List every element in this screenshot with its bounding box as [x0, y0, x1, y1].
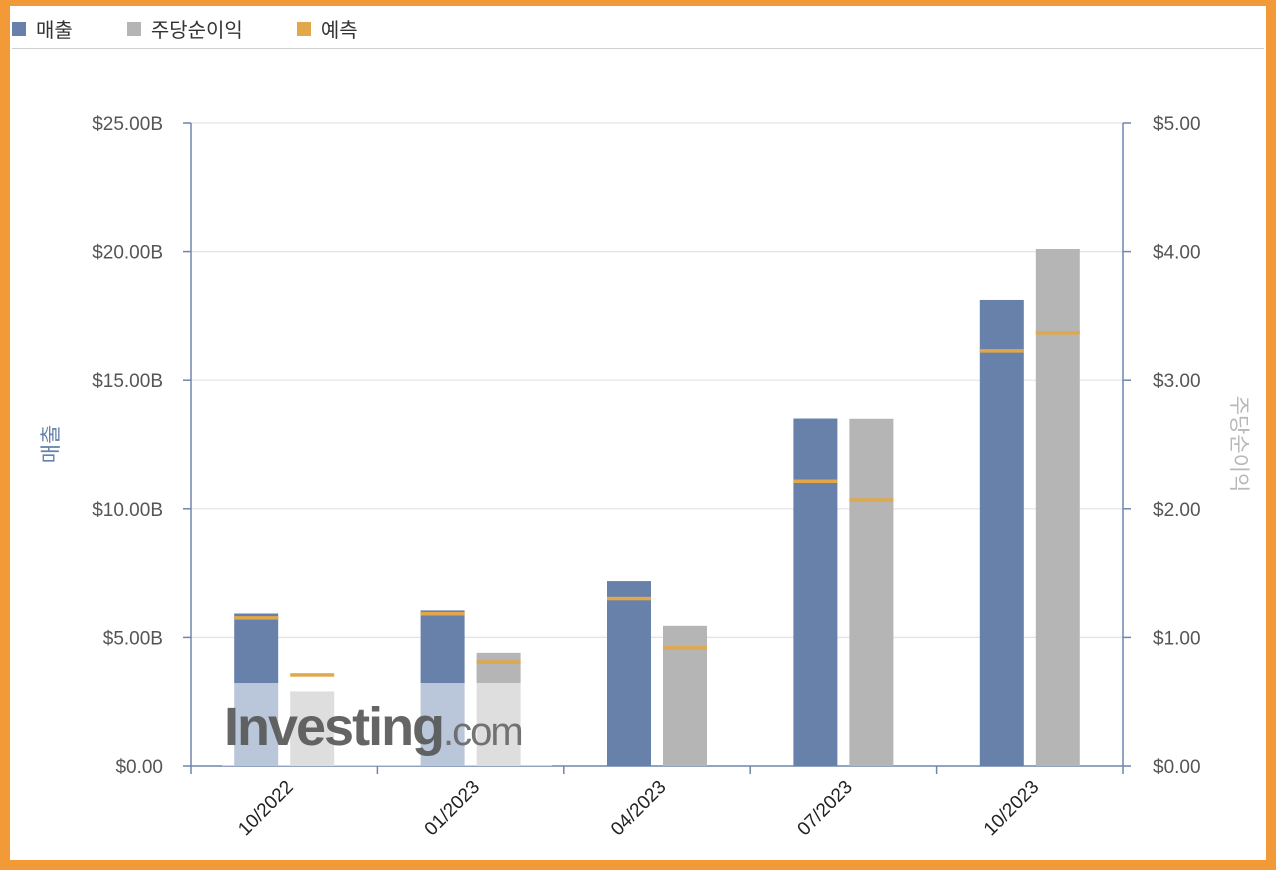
legend: 매출 주당순이익 예측 [12, 8, 1264, 49]
left-tick-label: $20.00B [92, 243, 163, 264]
left-tick-label: $5.00B [103, 628, 163, 649]
right-tick-label: $0.00 [1153, 757, 1201, 778]
legend-item-forecast[interactable]: 예측 [296, 14, 358, 43]
eps-bar [1035, 249, 1080, 766]
right-tick-label: $5.00 [1153, 114, 1201, 135]
x-tick-label: 04/2023 [607, 777, 670, 840]
revenue-bar [607, 581, 651, 766]
watermark-backdrop [222, 683, 552, 766]
legend-label-forecast: 예측 [320, 18, 358, 42]
legend-swatch-revenue [12, 21, 26, 36]
eps-bar [849, 418, 894, 766]
right-axis-title: 주당순이익 [1227, 396, 1250, 493]
revenue-forecast-mark [793, 479, 838, 484]
x-tick-label: 01/2023 [421, 777, 484, 840]
revenue-forecast-mark [979, 349, 1024, 353]
eps-forecast-mark [849, 498, 894, 502]
x-tick-label: 07/2023 [794, 777, 857, 840]
legend-item-eps[interactable]: 주당순이익 [126, 14, 243, 43]
gridlines [191, 122, 1123, 639]
revenue-forecast-mark [607, 596, 651, 601]
right-tick-label: $4.00 [1153, 243, 1201, 264]
right-tick-label: $1.00 [1153, 628, 1201, 649]
legend-item-revenue[interactable]: 매출 [12, 14, 73, 43]
right-tick-label: $3.00 [1153, 371, 1201, 392]
bars [222, 249, 1080, 766]
left-tick-label: $10.00B [92, 500, 163, 521]
right-tick-label: $2.00 [1153, 500, 1201, 521]
eps-forecast-mark [1035, 331, 1080, 335]
revenue-bar [979, 299, 1024, 766]
revenue-forecast-mark [420, 611, 465, 616]
x-tick-label: 10/2022 [234, 777, 297, 840]
revenue-bar [793, 418, 838, 766]
eps-forecast-mark [290, 673, 335, 677]
eps-forecast-mark [663, 646, 707, 650]
left-tick-label: $15.00B [92, 371, 163, 392]
revenue-forecast-mark [234, 616, 279, 620]
left-tick-label: $0.00 [115, 757, 163, 778]
legend-label-eps: 주당순이익 [150, 18, 243, 42]
eps-forecast-mark [476, 660, 521, 664]
left-tick-label: $25.00B [92, 114, 163, 135]
legend-swatch-forecast [296, 21, 311, 36]
legend-label-revenue: 매출 [36, 18, 73, 42]
x-tick-label: 10/2023 [980, 777, 1043, 840]
legend-swatch-eps [126, 21, 141, 36]
left-axis-title: 매출 [40, 425, 63, 464]
